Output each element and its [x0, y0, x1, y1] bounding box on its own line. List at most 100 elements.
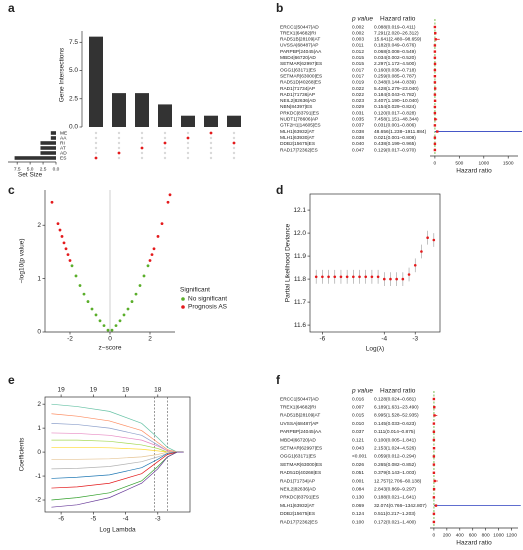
- hr-marker: [433, 25, 437, 29]
- hr-marker: [432, 397, 436, 401]
- bar: [227, 115, 241, 127]
- x-tick-label: -6: [319, 336, 325, 343]
- set-label: AA: [60, 135, 67, 141]
- top-tick-label: 19: [122, 387, 130, 394]
- x-axis-label: Set Size: [18, 172, 43, 179]
- matrix-dot: [209, 141, 213, 145]
- p-value: 0.100: [352, 519, 364, 525]
- set-label: RI: [60, 140, 65, 146]
- matrix-dot: [163, 131, 167, 135]
- x-tick-label: 600: [469, 532, 477, 538]
- row-name: GTF2H1|14605|ES: [280, 123, 321, 129]
- coef-path: [51, 451, 184, 489]
- bar: [112, 93, 126, 127]
- hr-marker: [433, 142, 437, 146]
- hr-marker: [433, 406, 436, 409]
- point: [413, 264, 417, 267]
- point: [74, 274, 78, 278]
- p-value: 0.124: [352, 511, 364, 517]
- matrix-dot: [94, 146, 98, 150]
- point: [407, 273, 411, 276]
- point: [352, 275, 355, 279]
- matrix-dot: [140, 136, 144, 140]
- matrix-dot: [140, 151, 144, 155]
- hr-marker: [432, 488, 436, 491]
- x-tick-label: -4: [123, 516, 129, 523]
- row-name: RAD1|71734|AP: [280, 478, 315, 484]
- matrix-dot: [186, 131, 190, 135]
- row-name: NUDT1|78606|AP: [280, 117, 318, 123]
- row-name: NEIL2|82636|AD: [280, 486, 316, 492]
- hr-marker: [433, 105, 437, 109]
- x-tick-label: 5.0: [27, 166, 34, 172]
- panel-label: b: [276, 1, 283, 15]
- p-value: 0.029: [352, 104, 364, 110]
- x-tick-label: -4: [381, 336, 387, 343]
- p-value: 0.040: [352, 141, 364, 147]
- x-axis-label: Hazard ratio: [456, 540, 492, 547]
- point: [82, 292, 86, 296]
- hr-label: 0.438(0.199–0.965): [374, 141, 416, 147]
- p-value: 0.015: [352, 55, 364, 61]
- row-name: ERCC1|50447|AD: [280, 24, 319, 30]
- point: [102, 324, 106, 327]
- matrix-dot: [94, 141, 98, 145]
- hr-header: Hazard ratio: [380, 16, 416, 23]
- row-name: DDB2|15675|ES: [280, 511, 315, 517]
- coef-path: [51, 451, 184, 508]
- bar: [181, 115, 195, 127]
- coef-path: [51, 439, 184, 453]
- point: [370, 275, 374, 279]
- x-tick-label: 0.0: [53, 166, 60, 172]
- p-value: 0.038: [352, 129, 364, 135]
- plot-frame: [44, 396, 191, 513]
- top-tick-label: 19: [90, 387, 98, 394]
- hr-label: 12.757(2.706–60.138): [374, 478, 422, 484]
- panel-label: d: [276, 183, 283, 197]
- point: [106, 328, 110, 332]
- row-name: SETMAR|62997|ES: [280, 445, 322, 451]
- y-axis-label: −log10(p value): [19, 239, 26, 284]
- point: [134, 292, 138, 296]
- hr-label: 2.153(1.024–4.526): [374, 445, 416, 451]
- point: [142, 274, 146, 278]
- x-tick-label: 0: [433, 532, 436, 538]
- p-value: <0.001: [352, 454, 367, 460]
- point: [62, 241, 66, 245]
- legend-label: Prognosis AS: [188, 304, 228, 311]
- row-name: RAD1|71734|AP: [280, 86, 315, 92]
- p-value: 0.026: [352, 462, 364, 468]
- point: [70, 264, 74, 268]
- x-tick-label: 400: [456, 532, 464, 538]
- legend-swatch: [181, 305, 185, 309]
- point: [156, 235, 160, 238]
- p-value: 0.019: [352, 80, 364, 86]
- p-header: p value: [351, 388, 373, 395]
- hr-marker: [432, 512, 436, 515]
- matrix-dot: [117, 136, 121, 140]
- matrix-dot: [232, 156, 236, 160]
- hr-label: 0.021(0.001–0.808): [374, 135, 416, 141]
- p-value: 0.012: [352, 49, 364, 55]
- x-tick-label: 2.5: [40, 166, 47, 172]
- y-tick-label: -2: [35, 497, 41, 504]
- x-tick-label: 200: [443, 532, 451, 538]
- hr-marker: [433, 124, 437, 127]
- p-value: 0.002: [352, 30, 364, 36]
- hr-marker: [436, 130, 439, 133]
- row-name: RAD17|72362|ES: [280, 519, 318, 525]
- row-name: ERCC1|50447|AD: [280, 396, 319, 402]
- hr-label: 2.843(0.869–9.297): [374, 486, 416, 492]
- x-tick-label: 0: [434, 160, 437, 166]
- y-tick-label: 2: [37, 401, 41, 408]
- point: [382, 277, 386, 281]
- hr-marker: [433, 62, 437, 66]
- hr-marker: [433, 75, 437, 78]
- point: [395, 277, 398, 281]
- y-axis-label: Partial Likelihood Deviance: [285, 223, 292, 302]
- row-name: MLH1|63932|AT: [280, 503, 314, 509]
- y-tick-label: 1: [37, 275, 41, 282]
- row-name: RAD17|72362|ES: [280, 147, 318, 153]
- set-label: AD: [60, 150, 67, 156]
- row-name: RAD51B|28109|AT: [280, 37, 320, 43]
